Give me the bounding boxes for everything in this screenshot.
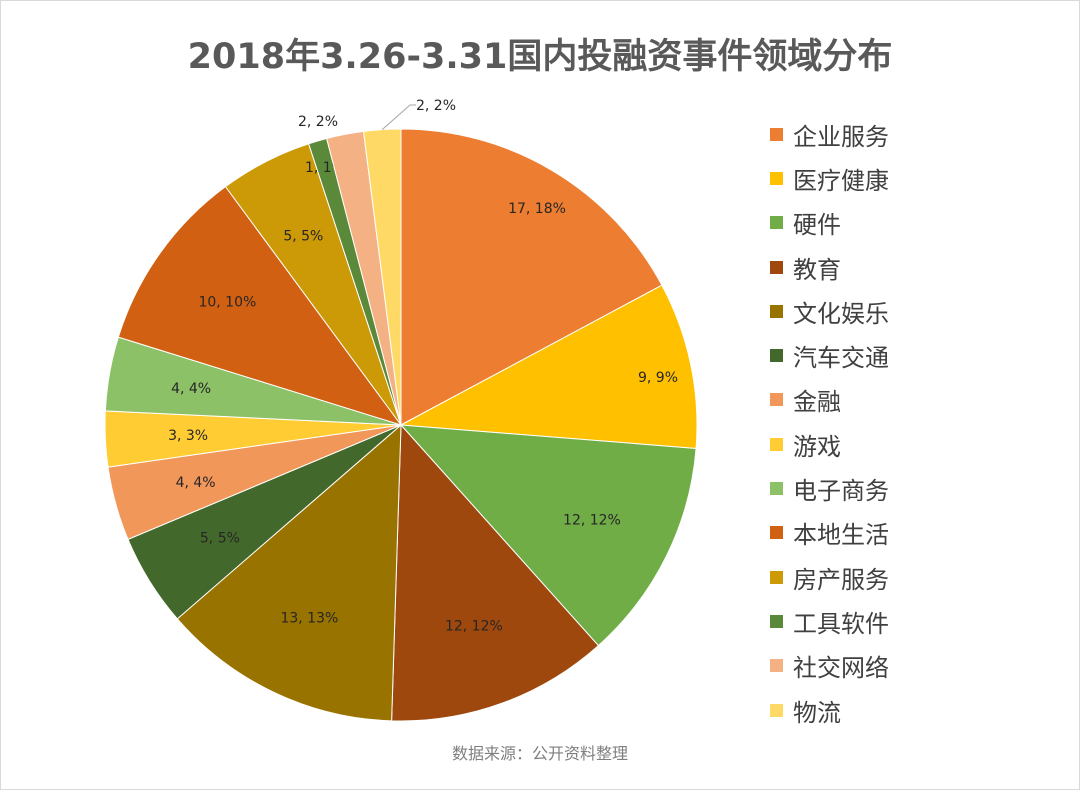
legend-label: 游戏: [793, 432, 841, 461]
legend-swatch: [770, 570, 783, 584]
legend-item-14: 物流: [770, 688, 889, 732]
data-label-5: 13, 13%: [280, 610, 338, 626]
legend-item-1: 企业服务: [770, 112, 889, 156]
pie-slice-3: [399, 424, 697, 647]
legend-swatch: [770, 614, 783, 628]
data-label-10: 10, 10%: [198, 294, 256, 310]
legend-swatch: [770, 659, 783, 673]
legend-swatch: [770, 304, 783, 318]
data-label-2: 9, 9%: [638, 370, 678, 386]
legend-item-8: 游戏: [770, 422, 889, 466]
legend-label: 电子商务: [793, 477, 889, 506]
data-label-11: 5, 5%: [283, 229, 323, 245]
data-label-9: 4, 4%: [171, 381, 211, 397]
legend-item-12: 工具软件: [770, 599, 889, 643]
legend-label: 文化娱乐: [793, 299, 889, 328]
legend-swatch: [770, 171, 783, 185]
legend-swatch: [770, 349, 783, 363]
legend-item-6: 汽车交通: [770, 333, 889, 377]
pie-slice-10: [117, 185, 403, 426]
legend-swatch: [770, 437, 783, 451]
pie-slice-4: [391, 423, 600, 722]
data-label-13: 2, 2%: [298, 114, 338, 130]
legend-swatch: [770, 703, 783, 717]
legend-swatch: [770, 526, 783, 540]
data-label-1: 17, 18%: [508, 201, 566, 217]
legend-item-13: 社交网络: [770, 644, 889, 688]
legend-label: 企业服务: [793, 122, 889, 151]
data-label-8: 3, 3%: [168, 428, 208, 444]
legend-item-3: 硬件: [770, 201, 889, 245]
legend-swatch: [770, 482, 783, 496]
legend-label: 本地生活: [793, 521, 889, 550]
legend-item-4: 教育: [770, 245, 889, 289]
legend-item-9: 电子商务: [770, 466, 889, 510]
legend-swatch: [770, 216, 783, 230]
leader-line-14: [381, 104, 416, 130]
data-label-4: 12, 12%: [445, 618, 503, 634]
pie-slice-5: [176, 423, 402, 722]
data-label-3: 12, 12%: [563, 513, 621, 529]
data-label-7: 4, 4%: [176, 475, 216, 491]
legend-item-11: 房产服务: [770, 555, 889, 599]
legend-label: 医疗健康: [793, 166, 889, 195]
legend-label: 社交网络: [793, 654, 889, 683]
chart-legend: 企业服务医疗健康硬件教育文化娱乐汽车交通金融游戏电子商务本地生活房产服务工具软件…: [770, 112, 889, 732]
legend-label: 硬件: [793, 211, 841, 240]
legend-item-7: 金融: [770, 378, 889, 422]
chart-title: 2018年3.26-3.31国内投融资事件领域分布: [187, 37, 893, 77]
legend-label: 工具软件: [793, 609, 889, 638]
data-source-note: 数据来源：公开资料整理: [451, 744, 628, 763]
legend-item-10: 本地生活: [770, 511, 889, 555]
data-label-6: 5, 5%: [200, 530, 240, 546]
legend-label: 房产服务: [793, 565, 889, 594]
pie-slice-1: [400, 128, 663, 426]
legend-item-5: 文化娱乐: [770, 289, 889, 333]
legend-label: 物流: [793, 698, 841, 727]
legend-label: 教育: [793, 255, 841, 284]
data-label-14: 2, 2%: [416, 98, 456, 114]
legend-swatch: [770, 260, 783, 274]
legend-label: 汽车交通: [793, 344, 889, 373]
legend-swatch: [770, 393, 783, 407]
legend-label: 金融: [793, 388, 841, 417]
legend-item-2: 医疗健康: [770, 156, 889, 200]
legend-swatch: [770, 127, 783, 141]
pie-slice-2: [399, 284, 698, 449]
